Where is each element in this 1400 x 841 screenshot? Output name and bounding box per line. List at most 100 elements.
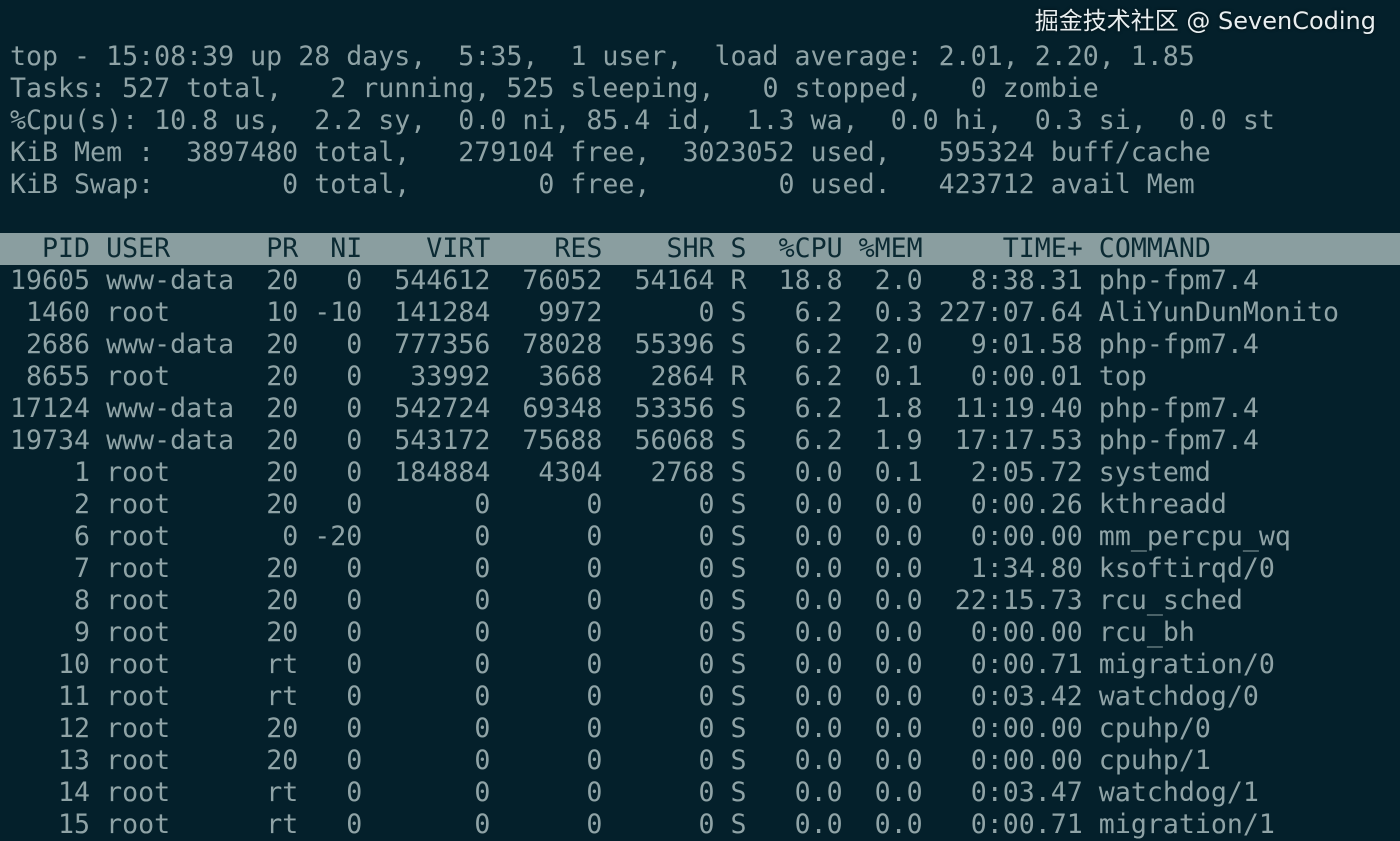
column-header-s: S xyxy=(714,233,747,264)
cell-time: 11:19.40 xyxy=(922,393,1083,424)
cell-virt: 0 xyxy=(362,585,491,616)
cell-user: root xyxy=(90,617,235,648)
cell-shr: 56068 xyxy=(602,425,715,456)
cell-user: root xyxy=(90,713,235,744)
cell-pid: 14 xyxy=(10,777,91,808)
process-row: 12 root 20 0 0 0 0 S 0.0 0.0 0:00.00 cpu… xyxy=(10,713,1400,745)
cell-mem: 0.0 xyxy=(842,681,923,712)
cell-res: 3668 xyxy=(490,361,603,392)
cpu-line: %Cpu(s): 10.8 us, 2.2 sy, 0.0 ni, 85.4 i… xyxy=(10,105,1275,136)
cell-pid: 13 xyxy=(10,745,91,776)
cell-shr: 0 xyxy=(602,809,715,840)
cell-time: 0:00.01 xyxy=(922,361,1083,392)
cell-command: systemd xyxy=(1082,457,1211,488)
cell-res: 0 xyxy=(490,809,603,840)
cell-user: root xyxy=(90,681,235,712)
cell-ni: 0 xyxy=(298,649,363,680)
cell-res: 0 xyxy=(490,745,603,776)
process-row: 7 root 20 0 0 0 0 S 0.0 0.0 1:34.80 ksof… xyxy=(10,553,1400,585)
cell-pr: 20 xyxy=(234,393,299,424)
cell-user: root xyxy=(90,457,235,488)
cell-pr: 20 xyxy=(234,617,299,648)
cell-ni: 0 xyxy=(298,553,363,584)
cell-mem: 0.0 xyxy=(842,553,923,584)
cell-pr: 20 xyxy=(234,265,299,296)
process-row: 15 root rt 0 0 0 0 S 0.0 0.0 0:00.71 mig… xyxy=(10,809,1400,841)
cell-shr: 0 xyxy=(602,745,715,776)
cell-command: rcu_sched xyxy=(1082,585,1243,616)
column-header-cpu: %CPU xyxy=(746,233,843,264)
cell-ni: 0 xyxy=(298,809,363,840)
cell-time: 0:03.47 xyxy=(922,777,1083,808)
cell-pr: 20 xyxy=(234,745,299,776)
cell-virt: 0 xyxy=(362,809,491,840)
cell-command: cpuhp/0 xyxy=(1082,713,1211,744)
cell-ni: 0 xyxy=(298,777,363,808)
cell-res: 9972 xyxy=(490,297,603,328)
cell-virt: 0 xyxy=(362,777,491,808)
cell-command: mm_percpu_wq xyxy=(1082,521,1291,552)
process-row: 19734 www-data 20 0 543172 75688 56068 S… xyxy=(10,425,1400,457)
process-row: 19605 www-data 20 0 544612 76052 54164 R… xyxy=(10,265,1400,297)
process-row: 13 root 20 0 0 0 0 S 0.0 0.0 0:00.00 cpu… xyxy=(10,745,1400,777)
cell-s: S xyxy=(714,393,747,424)
process-row: 9 root 20 0 0 0 0 S 0.0 0.0 0:00.00 rcu_… xyxy=(10,617,1400,649)
cell-command: watchdog/0 xyxy=(1082,681,1259,712)
cell-virt: 542724 xyxy=(362,393,491,424)
process-row: 10 root rt 0 0 0 0 S 0.0 0.0 0:00.71 mig… xyxy=(10,649,1400,681)
cell-cpu: 6.2 xyxy=(746,329,843,360)
cell-cpu: 0.0 xyxy=(746,585,843,616)
cell-command: php-fpm7.4 xyxy=(1082,425,1259,456)
cell-time: 2:05.72 xyxy=(922,457,1083,488)
cell-virt: 33992 xyxy=(362,361,491,392)
cell-pr: rt xyxy=(234,777,299,808)
cell-virt: 0 xyxy=(362,649,491,680)
cell-mem: 0.0 xyxy=(842,585,923,616)
cell-ni: 0 xyxy=(298,745,363,776)
cell-pr: 10 xyxy=(234,297,299,328)
cell-command: ksoftirqd/0 xyxy=(1082,553,1275,584)
cell-ni: 0 xyxy=(298,489,363,520)
cell-pid: 2 xyxy=(10,489,91,520)
cell-ni: 0 xyxy=(298,329,363,360)
cell-virt: 0 xyxy=(362,745,491,776)
cell-res: 75688 xyxy=(490,425,603,456)
cell-cpu: 0.0 xyxy=(746,649,843,680)
process-row: 17124 www-data 20 0 542724 69348 53356 S… xyxy=(10,393,1400,425)
column-header-virt: VIRT xyxy=(362,233,491,264)
column-header-user: USER xyxy=(90,233,235,264)
process-row: 1 root 20 0 184884 4304 2768 S 0.0 0.1 2… xyxy=(10,457,1400,489)
column-header-res: RES xyxy=(490,233,603,264)
cell-cpu: 0.0 xyxy=(746,745,843,776)
cell-virt: 141284 xyxy=(362,297,491,328)
cell-s: S xyxy=(714,809,747,840)
cell-pr: 0 xyxy=(234,521,299,552)
cell-user: www-data xyxy=(90,329,235,360)
cell-ni: 0 xyxy=(298,425,363,456)
cell-res: 69348 xyxy=(490,393,603,424)
cell-time: 0:00.00 xyxy=(922,713,1083,744)
cell-time: 0:03.42 xyxy=(922,681,1083,712)
cell-s: S xyxy=(714,457,747,488)
cell-virt: 0 xyxy=(362,617,491,648)
terminal[interactable]: top - 15:08:39 up 28 days, 5:35, 1 user,… xyxy=(0,41,1400,841)
process-row: 8 root 20 0 0 0 0 S 0.0 0.0 22:15.73 rcu… xyxy=(10,585,1400,617)
cell-ni: 0 xyxy=(298,713,363,744)
cell-virt: 0 xyxy=(362,681,491,712)
cell-pr: 20 xyxy=(234,489,299,520)
cell-shr: 0 xyxy=(602,297,715,328)
cell-pr: 20 xyxy=(234,361,299,392)
cell-pr: 20 xyxy=(234,425,299,456)
cell-user: www-data xyxy=(90,393,235,424)
cell-cpu: 0.0 xyxy=(746,713,843,744)
uptime-line: top - 15:08:39 up 28 days, 5:35, 1 user,… xyxy=(10,41,1195,72)
cell-shr: 0 xyxy=(602,649,715,680)
cell-res: 0 xyxy=(490,553,603,584)
mem-line: KiB Mem : 3897480 total, 279104 free, 30… xyxy=(10,137,1211,168)
cell-res: 0 xyxy=(490,649,603,680)
process-row: 2 root 20 0 0 0 0 S 0.0 0.0 0:00.26 kthr… xyxy=(10,489,1400,521)
cell-user: root xyxy=(90,745,235,776)
cell-s: S xyxy=(714,297,747,328)
cell-res: 76052 xyxy=(490,265,603,296)
column-header-pid: PID xyxy=(10,233,91,264)
